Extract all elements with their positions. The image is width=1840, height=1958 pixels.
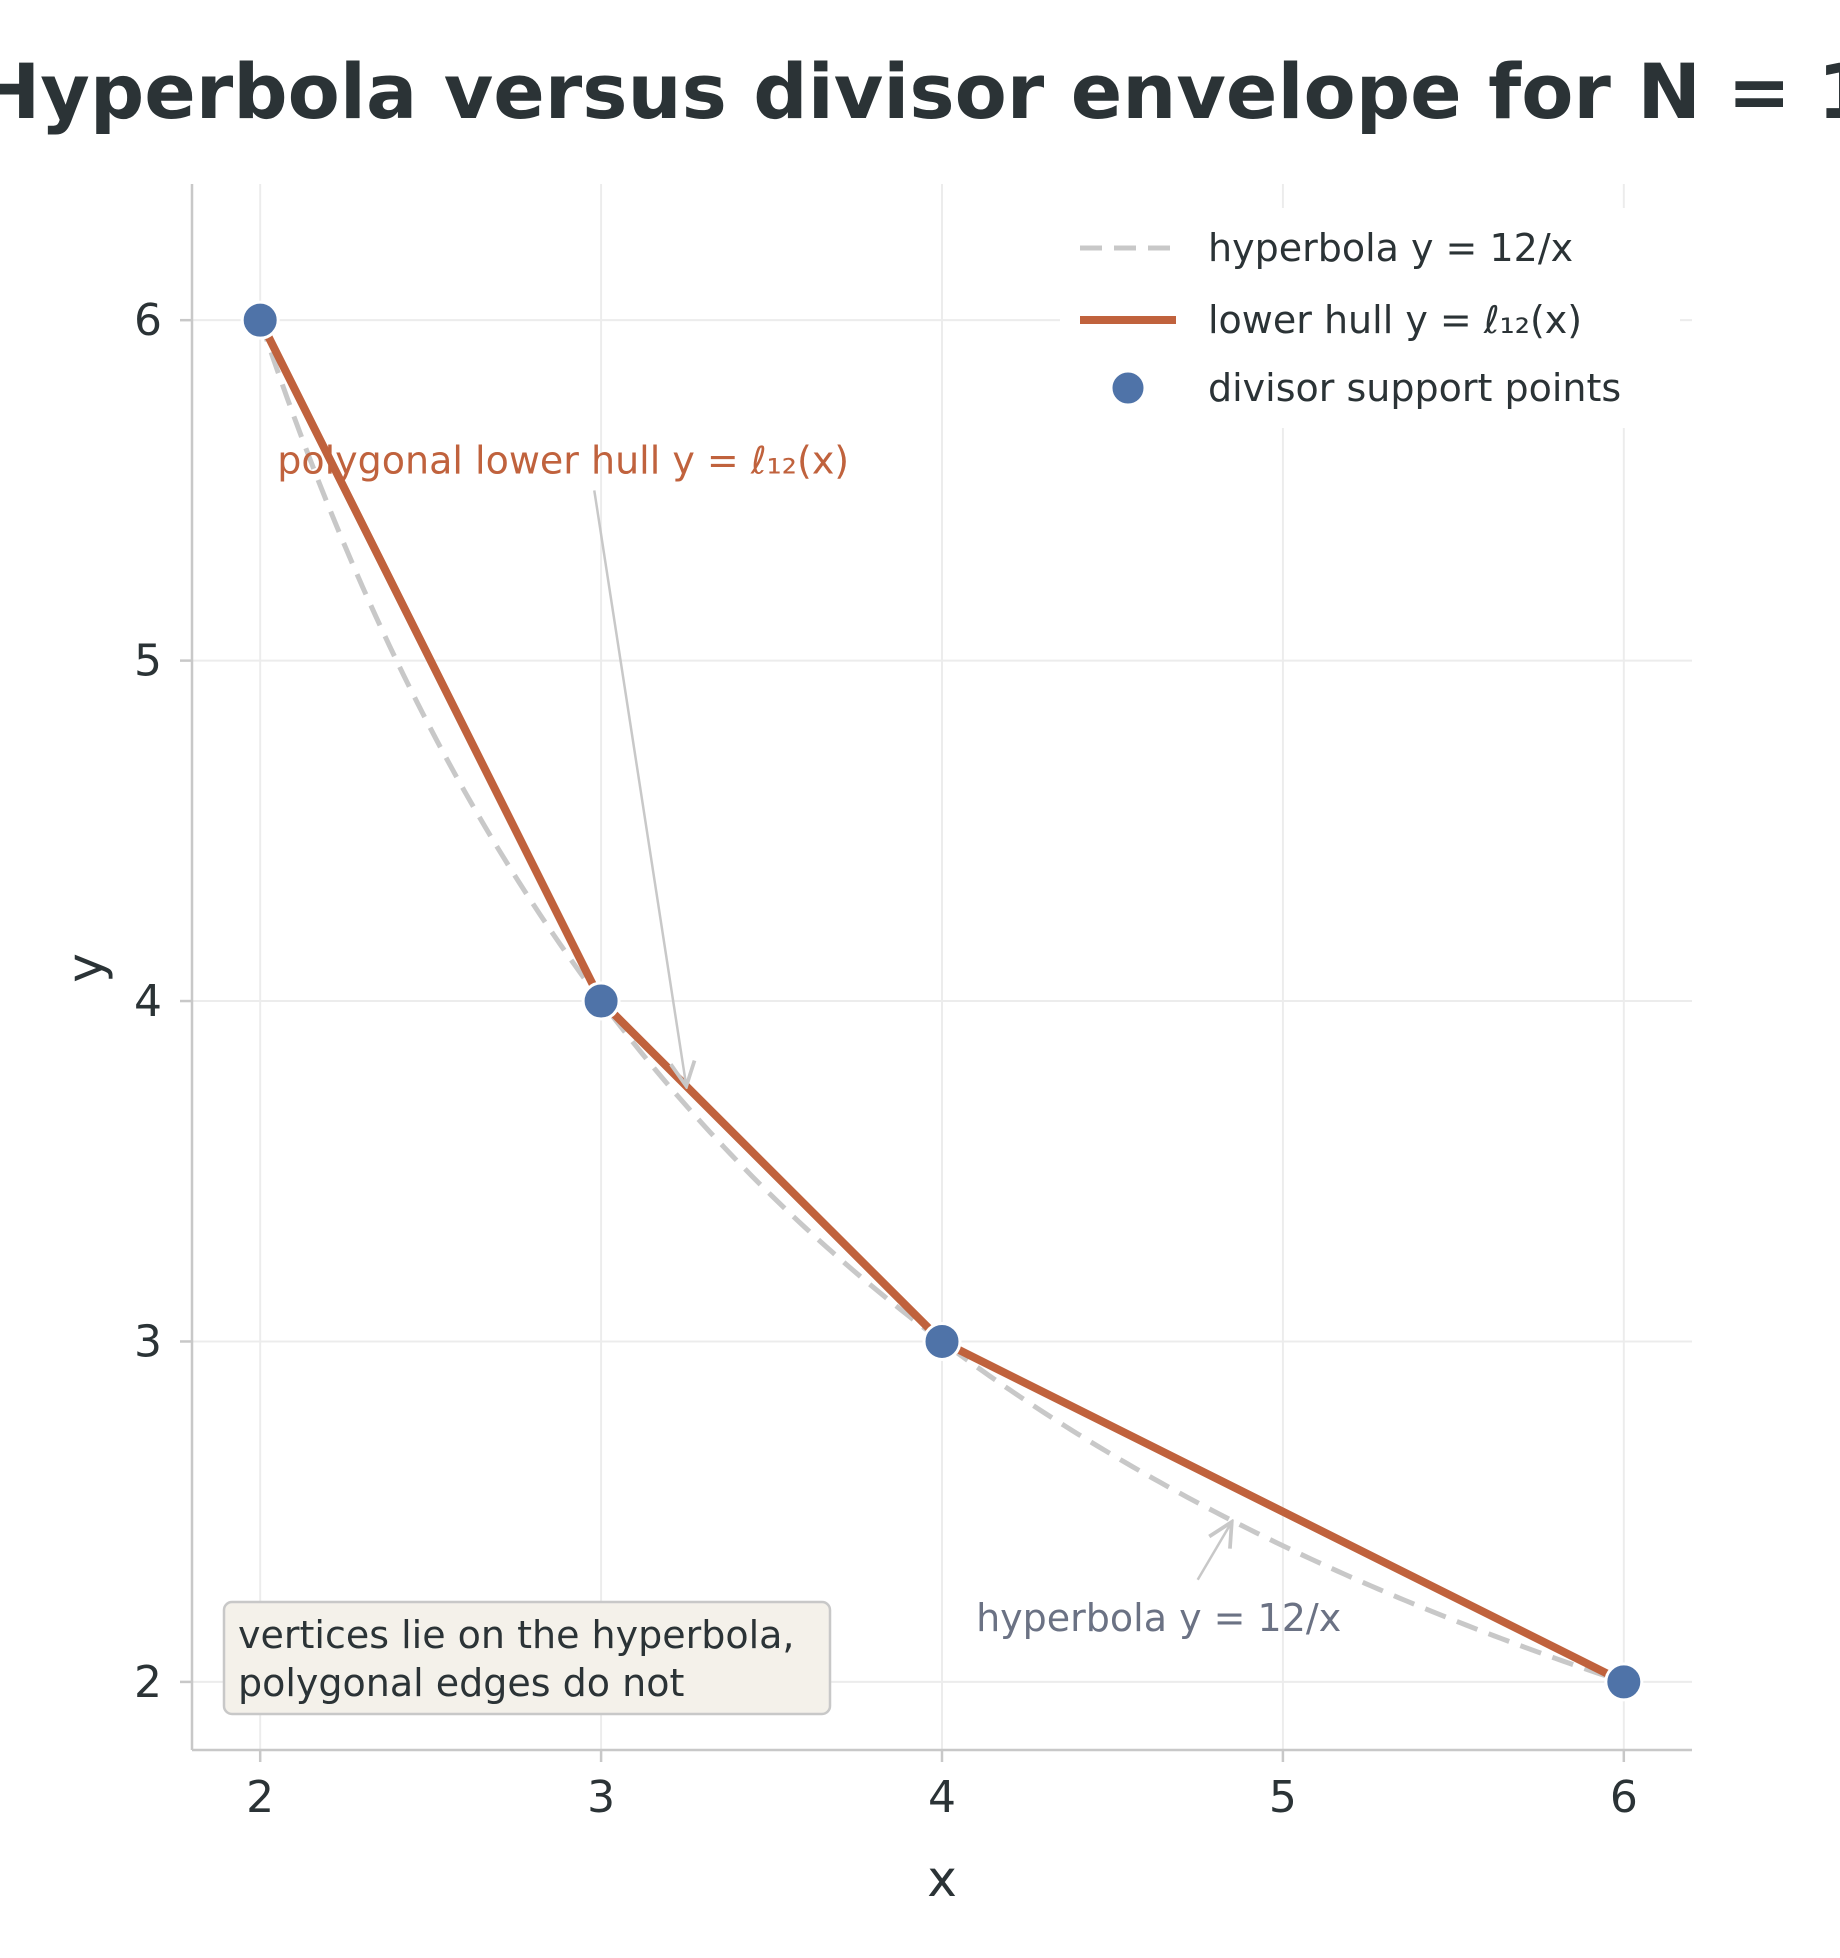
- x-axis-label: x: [927, 1850, 957, 1908]
- y-axis-label: y: [56, 953, 114, 983]
- y-tick-label-2: 2: [134, 1657, 162, 1708]
- series-layer: [240, 300, 1644, 1702]
- legend-label-2: lower hull y = ℓ₁₂(x): [1208, 298, 1582, 342]
- hyperbola-curve: [257, 319, 1625, 1685]
- note-box: [222, 1600, 832, 1716]
- y-tick-label-4: 4: [134, 976, 162, 1027]
- legend-label-1: hyperbola y = 12/x: [1208, 226, 1573, 270]
- hull-annotation-arrow: [593, 490, 686, 1086]
- divisor-point-3: [581, 981, 621, 1021]
- note-box-line-2: polygonal edges do not: [238, 1661, 684, 1705]
- x-tick-label-4: 4: [928, 1772, 956, 1823]
- hyperbola-annotation-text: hyperbola y = 12/x: [976, 1596, 1341, 1640]
- note-box-line-1: vertices lie on the hyperbola,: [238, 1613, 795, 1657]
- divisor-point-2: [240, 300, 280, 340]
- y-tick-label-3: 3: [134, 1316, 162, 1367]
- annotation-layer: polygonal lower hull y = ℓ₁₂(x) hyperbola…: [222, 438, 1341, 1716]
- x-ticks: 2 3 4 5 6: [246, 1750, 1638, 1823]
- chart-title: Hyperbola versus divisor envelope for N …: [0, 47, 1840, 136]
- x-tick-label-3: 3: [587, 1772, 615, 1823]
- lower-hull-line: [256, 318, 1626, 1686]
- y-tick-label-6: 6: [134, 295, 162, 346]
- y-ticks: 2 3 4 5 6: [134, 295, 192, 1708]
- y-tick-label-5: 5: [134, 636, 162, 687]
- legend: hyperbola y = 12/x lower hull y = ℓ₁₂(x) d…: [1060, 208, 1680, 428]
- x-tick-label-2: 2: [246, 1772, 274, 1823]
- hyperbola-annotation-arrow: [1196, 1522, 1232, 1581]
- legend-label-3: divisor support points: [1208, 366, 1621, 410]
- divisor-point-6: [1604, 1662, 1644, 1702]
- x-tick-label-5: 5: [1269, 1772, 1297, 1823]
- x-tick-label-6: 6: [1610, 1772, 1638, 1823]
- divisor-point-4: [922, 1321, 962, 1361]
- legend-swatch-divisor-points: [1109, 369, 1147, 407]
- hull-annotation-text: polygonal lower hull y = ℓ₁₂(x): [277, 438, 849, 482]
